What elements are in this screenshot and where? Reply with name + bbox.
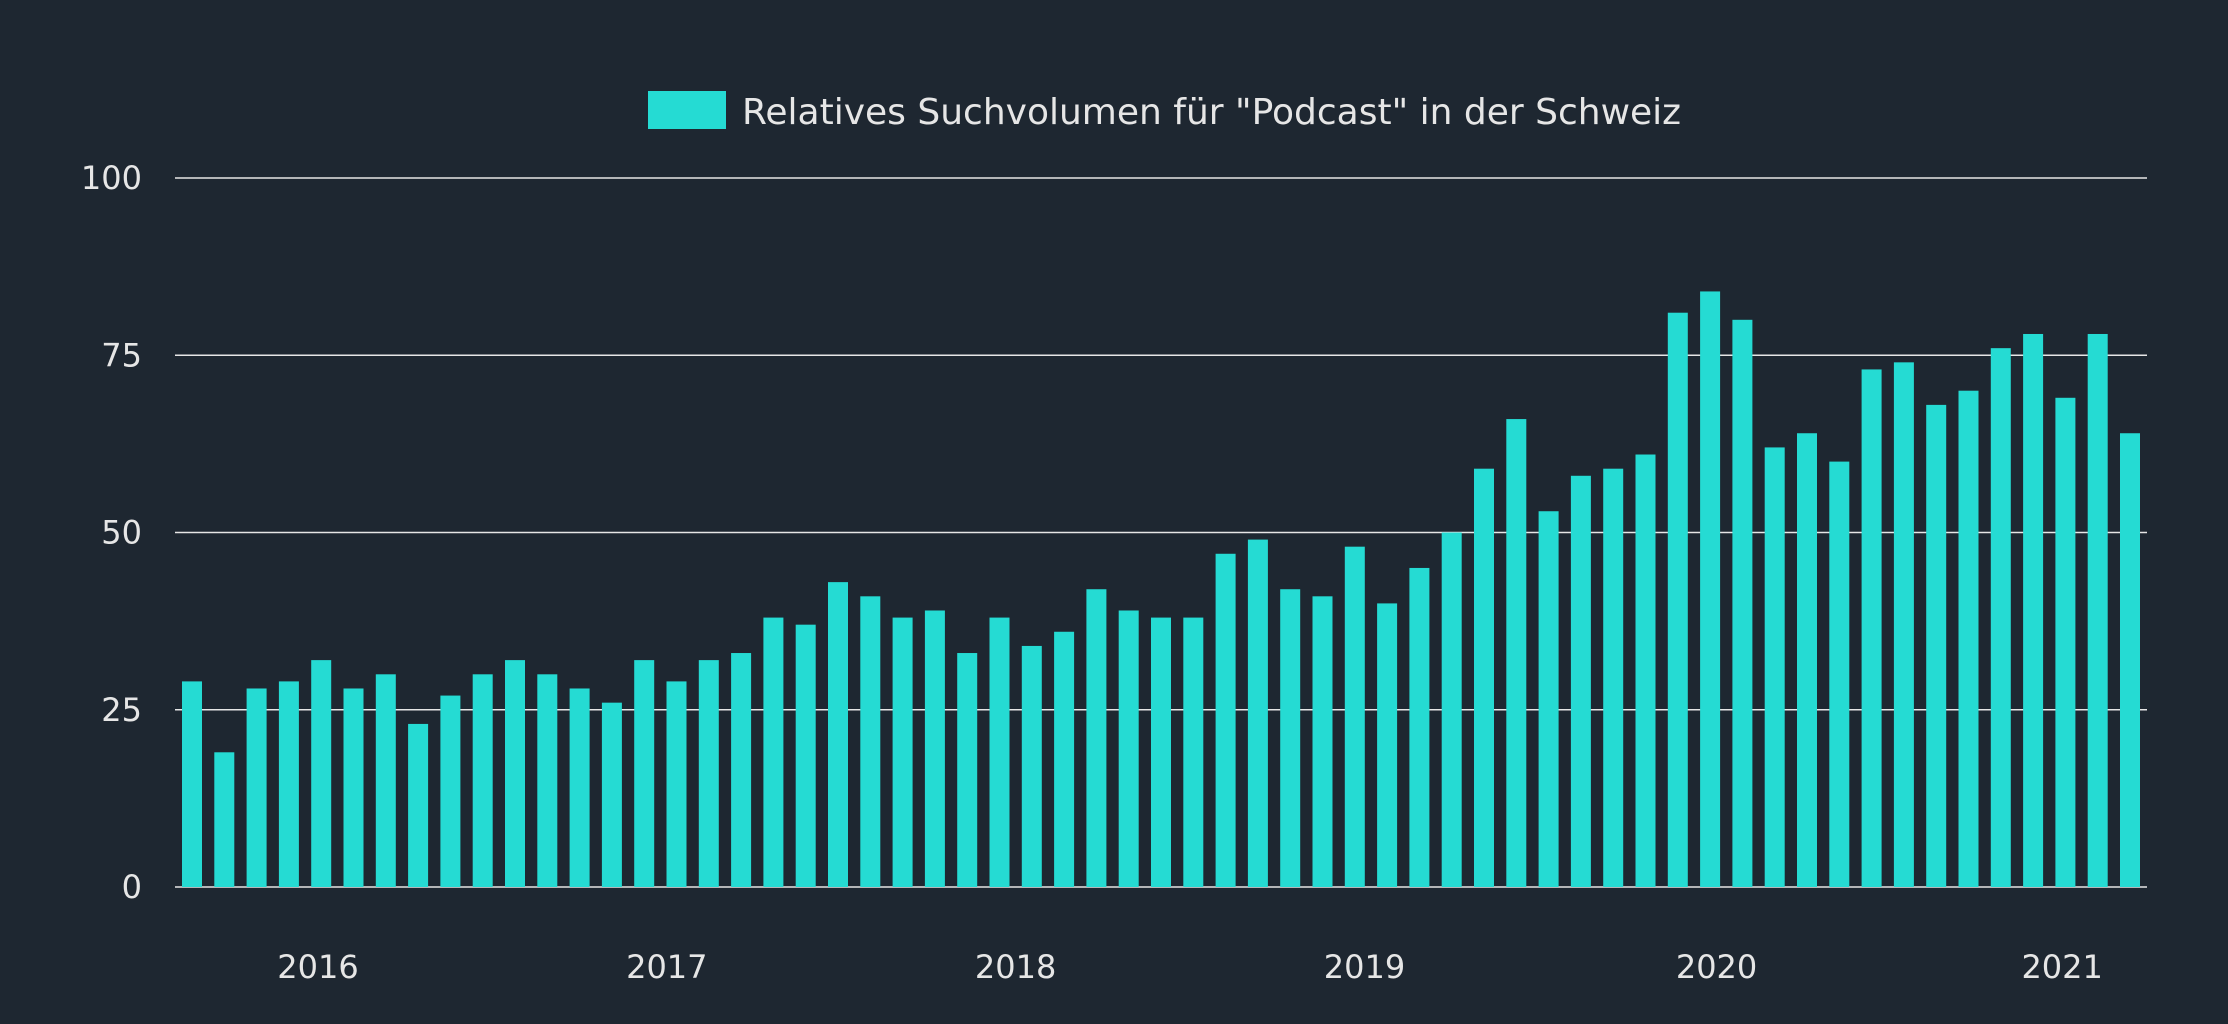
x-tick-label: 2021 bbox=[2021, 948, 2102, 986]
bar bbox=[1732, 319, 1753, 887]
bar bbox=[1280, 589, 1301, 887]
bar bbox=[1893, 362, 1914, 888]
legend-label: Relatives Suchvolumen für "Podcast" in d… bbox=[742, 92, 1681, 133]
bar bbox=[440, 695, 461, 887]
bar bbox=[1247, 539, 1268, 887]
gridlines bbox=[175, 177, 2147, 888]
y-tick-label: 0 bbox=[122, 868, 142, 906]
bar bbox=[1086, 589, 1107, 887]
bar bbox=[1764, 447, 1785, 887]
bar bbox=[1506, 419, 1527, 887]
bar bbox=[1441, 532, 1462, 887]
bar bbox=[1667, 312, 1688, 888]
bar bbox=[2023, 333, 2044, 888]
bar bbox=[1312, 596, 1333, 887]
bar bbox=[1958, 390, 1979, 887]
bar bbox=[1635, 454, 1656, 887]
bar bbox=[375, 674, 396, 887]
bar bbox=[343, 688, 364, 887]
bars bbox=[182, 291, 2140, 888]
bar bbox=[1377, 603, 1398, 887]
bar bbox=[278, 681, 299, 887]
bar bbox=[1183, 617, 1204, 887]
bar bbox=[214, 752, 235, 887]
legend-swatch bbox=[648, 91, 726, 129]
bar bbox=[892, 617, 913, 887]
bar bbox=[1990, 348, 2011, 887]
bar bbox=[1344, 546, 1365, 887]
x-tick-label: 2016 bbox=[277, 948, 358, 986]
bar bbox=[472, 674, 493, 887]
bar bbox=[1538, 511, 1559, 887]
y-tick-label: 100 bbox=[81, 159, 142, 197]
bar bbox=[1021, 645, 1042, 887]
bar bbox=[182, 681, 202, 887]
y-tick-label: 75 bbox=[101, 336, 142, 374]
bar bbox=[860, 596, 881, 887]
bar bbox=[1151, 617, 1171, 887]
bar bbox=[924, 610, 945, 887]
bar bbox=[634, 660, 655, 887]
bar bbox=[601, 702, 622, 887]
bar bbox=[795, 624, 816, 887]
y-axis: 0 25 50 75 100 bbox=[81, 159, 142, 906]
bar bbox=[2055, 397, 2076, 887]
bar bbox=[957, 653, 978, 887]
bar bbox=[311, 660, 332, 887]
bar bbox=[408, 723, 429, 887]
x-tick-label: 2019 bbox=[1324, 948, 1405, 986]
legend: Relatives Suchvolumen für "Podcast" in d… bbox=[648, 91, 1681, 133]
bar bbox=[1797, 433, 1817, 887]
bar bbox=[2087, 333, 2108, 888]
x-tick-label: 2017 bbox=[626, 948, 707, 986]
bar bbox=[763, 617, 784, 887]
bar bbox=[569, 688, 590, 887]
x-tick-label: 2020 bbox=[1676, 948, 1757, 986]
bar bbox=[666, 681, 687, 887]
bar bbox=[1054, 631, 1075, 887]
bar bbox=[698, 660, 719, 887]
bar bbox=[2120, 433, 2140, 887]
bar bbox=[828, 582, 848, 887]
x-axis: 2016 2017 2018 2019 2020 2021 bbox=[277, 948, 2103, 986]
bar bbox=[1570, 475, 1591, 887]
bar bbox=[246, 688, 267, 887]
y-tick-label: 25 bbox=[101, 691, 142, 729]
y-tick-label: 50 bbox=[101, 514, 142, 552]
bar bbox=[1215, 553, 1236, 887]
bar bbox=[989, 617, 1010, 887]
bar bbox=[1603, 468, 1624, 887]
bar bbox=[731, 653, 752, 887]
bar bbox=[1861, 369, 1882, 887]
bar bbox=[1118, 610, 1139, 887]
x-tick-label: 2018 bbox=[975, 948, 1056, 986]
bar bbox=[1474, 468, 1494, 887]
bar bbox=[505, 660, 525, 887]
bar bbox=[1700, 291, 1721, 887]
bar bbox=[537, 674, 558, 887]
bar bbox=[1409, 567, 1430, 887]
bar bbox=[1926, 404, 1947, 887]
bar bbox=[1829, 461, 1850, 887]
